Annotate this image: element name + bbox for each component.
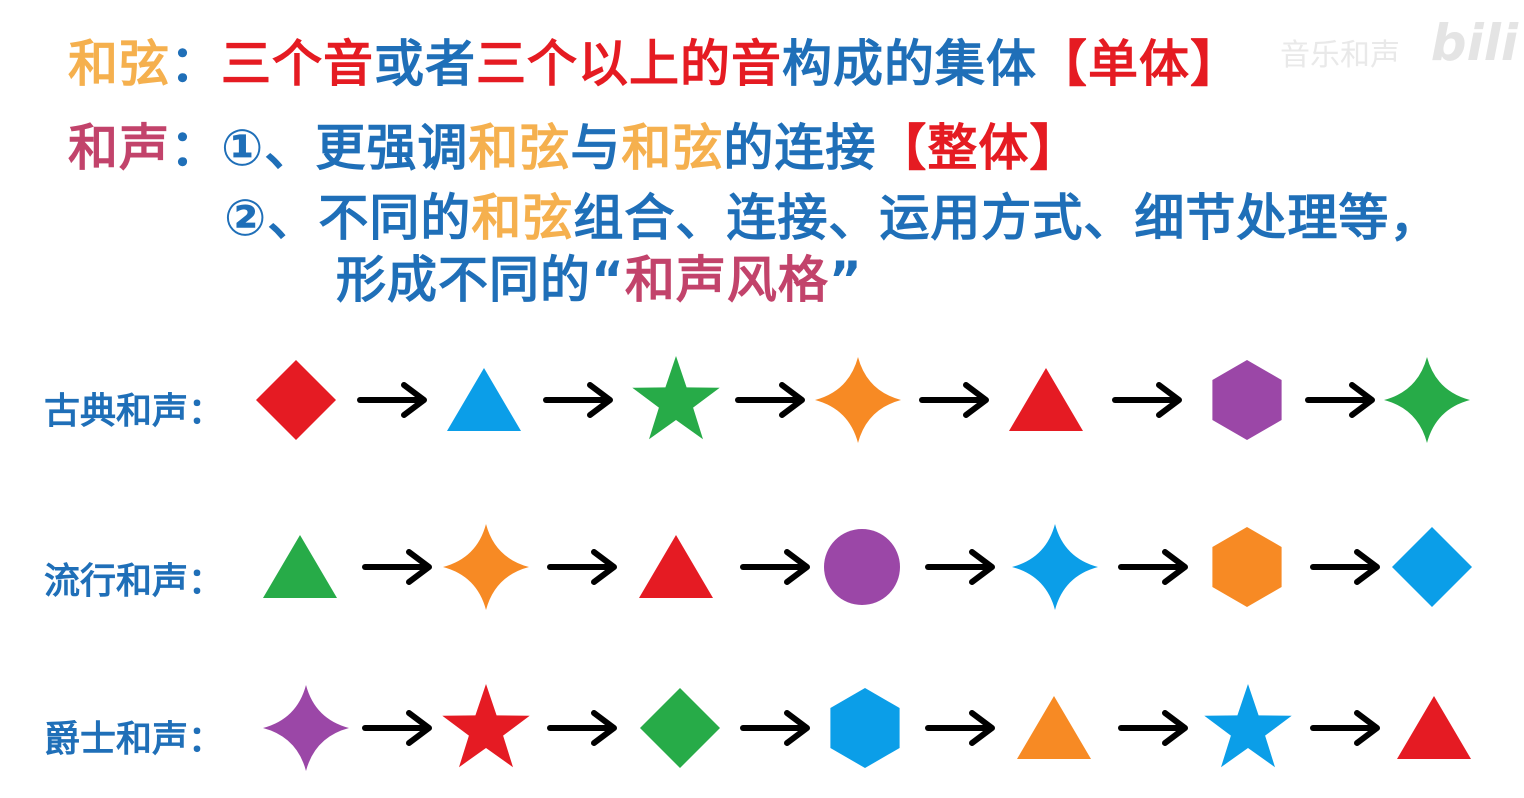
line1-segment: 三个音 — [221, 35, 374, 93]
line1-segment: ： — [170, 35, 221, 93]
arrow-right-icon — [735, 382, 805, 418]
arrow-right-icon — [357, 382, 427, 418]
harmony-definition-line-3: 形成不同的“和声风格” — [336, 240, 863, 312]
line3-segment: 和弦 — [471, 189, 574, 247]
line2-segment: 和弦 — [621, 119, 724, 177]
watermark-text: 音乐和声 — [1280, 38, 1400, 73]
four-point-star-icon — [263, 685, 349, 771]
line4-segment: 形成不同的“ — [336, 251, 625, 309]
triangle-icon — [1397, 696, 1471, 759]
circle-icon — [824, 529, 900, 605]
triangle-icon — [263, 535, 337, 598]
arrow-right-icon — [547, 549, 617, 585]
line1-segment: 和弦 — [68, 35, 170, 93]
diamond-icon — [1392, 527, 1472, 607]
arrow-right-icon — [925, 549, 995, 585]
triangle-icon — [447, 368, 521, 431]
row-label-jazz: 爵士和声： — [44, 719, 225, 760]
line2-segment: 和弦 — [468, 119, 571, 177]
four-point-star-icon — [815, 357, 901, 443]
arrow-right-icon — [919, 382, 989, 418]
arrow-right-icon — [362, 710, 432, 746]
star-icon — [632, 356, 720, 440]
star-icon — [1204, 684, 1292, 768]
harmony-definition-line-2: ②、不同的和弦组合、连接、运用方式、细节处理等， — [224, 178, 1440, 250]
line1-segment: 三个以上的音 — [476, 35, 782, 93]
hexagon-icon — [1212, 527, 1282, 607]
diamond-icon — [256, 360, 336, 440]
arrow-right-icon — [362, 549, 432, 585]
four-point-star-icon — [1384, 357, 1470, 443]
four-point-star-icon — [1012, 524, 1098, 610]
line4-segment: ” — [828, 251, 863, 309]
line2-segment: 【整体】 — [876, 119, 1081, 177]
line1-segment: 或者 — [374, 35, 476, 93]
arrow-right-icon — [1310, 710, 1380, 746]
arrow-right-icon — [1310, 549, 1380, 585]
arrow-right-icon — [547, 710, 617, 746]
line2-segment: 与 — [570, 119, 622, 177]
line2-segment: 和声 — [68, 119, 170, 177]
line2-segment: ： — [170, 119, 221, 177]
arrow-right-icon — [740, 549, 810, 585]
line2-segment: 的连接 — [723, 119, 877, 177]
triangle-icon — [1017, 696, 1091, 759]
row-label-pop: 流行和声： — [44, 561, 225, 602]
arrow-right-icon — [1112, 382, 1182, 418]
arrow-right-icon — [1305, 382, 1375, 418]
arrow-right-icon — [1118, 710, 1188, 746]
line3-segment: ②、不同的 — [224, 189, 472, 247]
arrow-right-icon — [740, 710, 810, 746]
line2-segment: ①、更强调 — [221, 119, 469, 177]
triangle-icon — [639, 535, 713, 598]
harmony-definition-line-1: 和声：①、更强调和弦与和弦的连接【整体】 — [68, 108, 1080, 180]
bilibili-logo-icon: bili — [1430, 14, 1518, 72]
row-label-classical: 古典和声： — [44, 391, 225, 432]
line1-segment: 构成的集体 — [782, 35, 1037, 93]
arrow-right-icon — [1118, 549, 1188, 585]
chord-definition-line: 和弦：三个音或者三个以上的音构成的集体【单体】 — [68, 24, 1241, 96]
line3-segment: 组合、连接、运用方式、细节处理等， — [573, 189, 1441, 247]
line4-segment: 和声风格 — [624, 251, 829, 309]
four-point-star-icon — [443, 524, 529, 610]
diamond-icon — [640, 688, 720, 768]
arrow-right-icon — [543, 382, 613, 418]
line1-segment: 【单体】 — [1037, 35, 1241, 93]
star-icon — [442, 684, 530, 768]
hexagon-icon — [1212, 360, 1282, 440]
arrow-right-icon — [925, 710, 995, 746]
triangle-icon — [1009, 368, 1083, 431]
hexagon-icon — [830, 688, 900, 768]
